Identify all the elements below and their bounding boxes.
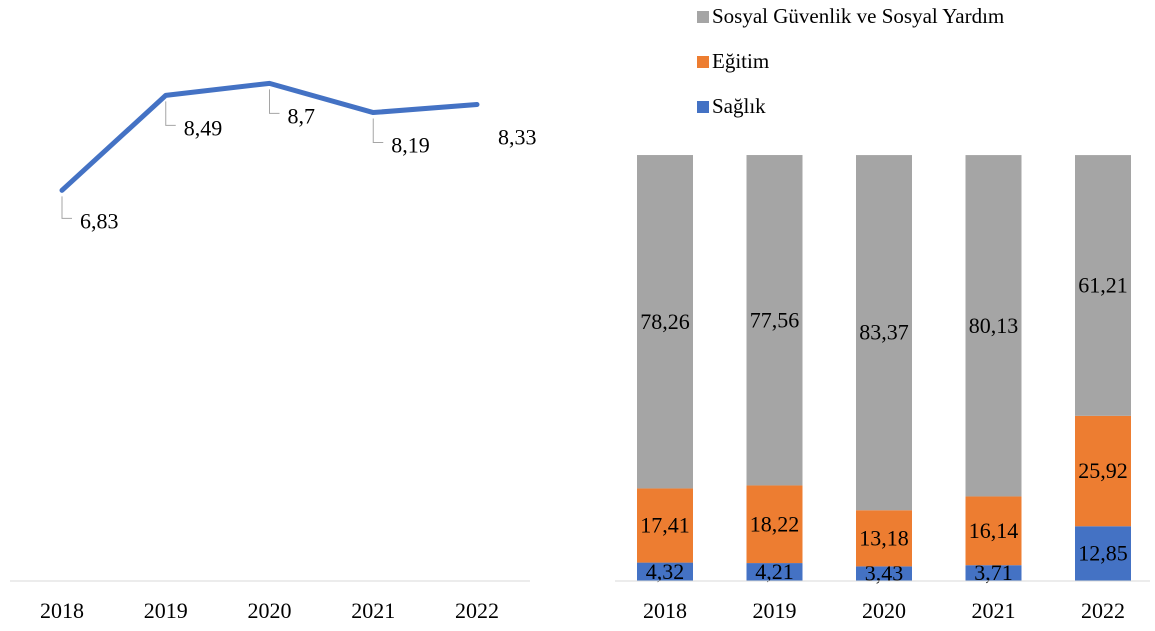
legend-label: Sosyal Güvenlik ve Sosyal Yardım	[712, 4, 1004, 28]
leader-line	[61, 196, 72, 219]
x-tick-label: 2020	[248, 598, 292, 623]
legend-label: Sağlık	[712, 94, 766, 118]
data-label: 6,83	[80, 208, 119, 233]
x-tick-label: 2020	[862, 598, 906, 623]
legend-label: Eğitim	[712, 49, 769, 73]
bar-segment	[856, 566, 912, 581]
line	[59, 80, 480, 193]
bar-segment	[965, 155, 1022, 497]
x-tick-label: 2018	[40, 598, 84, 623]
leader-line	[269, 89, 280, 114]
bar-segment	[1075, 415, 1131, 527]
bar-segment	[637, 562, 693, 581]
bar-segment	[856, 510, 912, 567]
data-label: 61,21	[1078, 273, 1128, 298]
data-label: 8,19	[391, 133, 430, 158]
legend-swatch	[697, 11, 709, 23]
bar-segment	[965, 565, 1022, 581]
x-tick-label: 2022	[455, 598, 499, 623]
data-label: 4,21	[755, 559, 794, 584]
bar-segment	[746, 563, 803, 581]
data-label: 83,37	[859, 320, 909, 345]
x-tick-label: 2019	[144, 598, 188, 623]
bar-segment	[637, 155, 693, 489]
bar-segment	[1075, 155, 1131, 416]
leader-line	[372, 118, 384, 144]
leader-line	[165, 101, 176, 126]
data-label: 8,49	[184, 115, 223, 140]
data-label: 77,56	[750, 307, 800, 332]
x-tick-label: 2022	[1081, 598, 1125, 623]
bar-segment	[637, 488, 693, 563]
data-label: 17,41	[640, 513, 690, 538]
x-tick-label: 2021	[972, 598, 1016, 623]
x-tick-label: 2021	[351, 598, 395, 623]
bar-segment	[746, 155, 803, 486]
data-label: 18,22	[750, 511, 800, 536]
legend-swatch	[697, 101, 709, 113]
data-label: 16,14	[969, 518, 1019, 543]
data-label: 12,85	[1078, 541, 1128, 566]
legend-swatch	[697, 56, 709, 68]
data-label: 8,7	[288, 103, 316, 128]
bar-segment	[746, 485, 803, 564]
data-label: 8,33	[498, 125, 537, 150]
data-label: 25,92	[1078, 458, 1128, 483]
data-label: 78,26	[640, 309, 690, 334]
x-tick-label: 2018	[643, 598, 687, 623]
bar-segment	[965, 496, 1022, 566]
data-label: 80,13	[969, 313, 1019, 338]
x-tick-label: 2019	[753, 598, 797, 623]
bar-segment	[856, 155, 912, 511]
data-label: 4,32	[646, 559, 685, 584]
bar-segment	[1075, 526, 1131, 581]
data-label: 13,18	[859, 525, 909, 550]
